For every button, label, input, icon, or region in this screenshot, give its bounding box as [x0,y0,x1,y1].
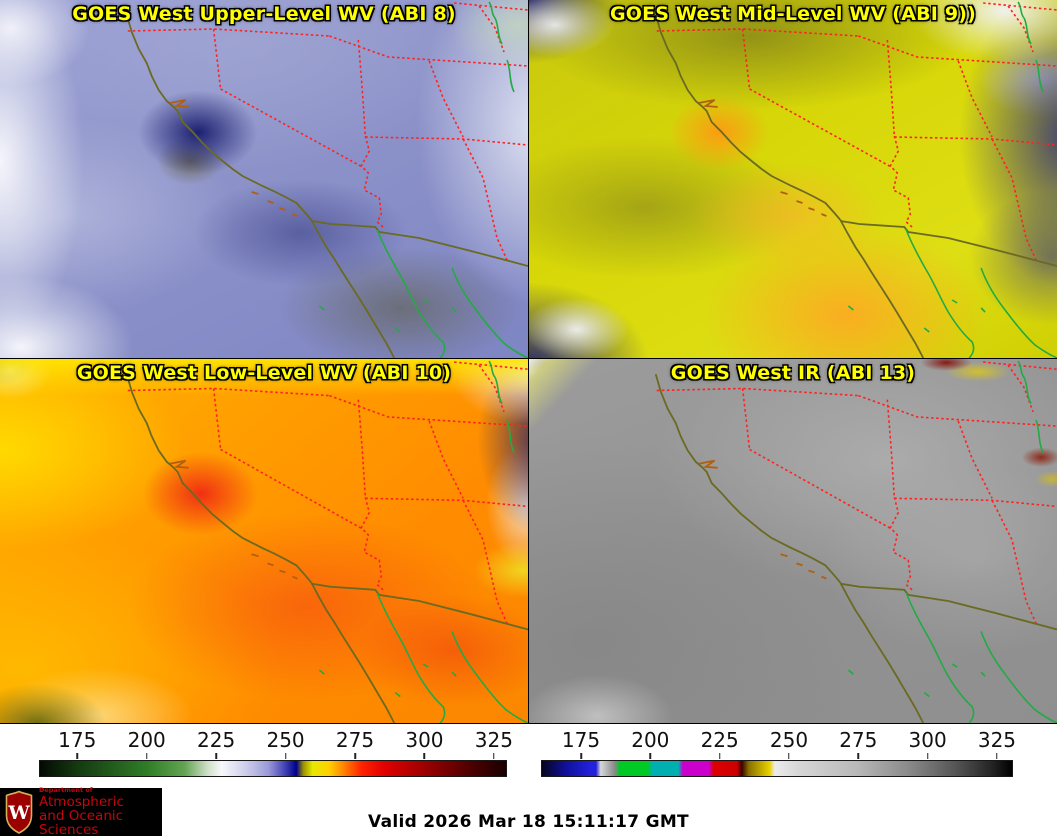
colorbar-tick-label: 325 [474,728,513,752]
colorbar-tick-label: 175 [58,728,97,752]
colorbar-tick-mark [857,753,860,759]
colorbar-row: 175 200 225 250 275 300 325 175 200 225 250 275 300… [0,724,1057,786]
colorbar-tick-label: 325 [977,728,1017,752]
colorbar-tick-mark [649,753,652,759]
logo-text: Department of Atmospheric and Oceanic Sc… [39,787,162,836]
logo-dept-line1: Atmospheric [39,793,124,810]
colorbar-tick-label: 225 [700,728,739,752]
panel-mid-level-wv: GOES West Mid-Level WV (ABI 9)) [529,0,1057,358]
colorbar-tick-mark [215,753,217,759]
logo-dept-line2: and Oceanic Sciences [39,807,124,836]
valid-time-label: Valid 2026 Mar 18 15:11:17 GMT [368,812,689,832]
ir-colorbar: 175 200 225 250 275 300 325 [541,724,1016,786]
colorbar-tick-mark [493,753,495,759]
colorbar-tick-mark [580,753,582,759]
colorbar-tick-label: 200 [127,728,166,752]
panel-title-abi9: GOES West Mid-Level WV (ABI 9)) [609,3,977,25]
colorbar-tick-label: 175 [561,728,601,752]
ir-colorbar-gradient [541,760,1013,777]
colorbar-tick-label: 250 [266,728,305,752]
panel-upper-level-wv: GOES West Upper-Level WV (ABI 8) [0,0,528,358]
wv-colorbar-gradient [39,760,507,777]
map-overlay [125,1,528,358]
panel-title-abi8: GOES West Upper-Level WV (ABI 8) [72,3,456,25]
logo-dept-prefix: Department of [39,785,93,794]
colorbar-tick-mark [145,753,148,759]
panel-title-abi13: GOES West IR (ABI 13) [670,362,916,384]
colorbar-tick-label: 275 [335,728,375,752]
colorbar-tick-mark [284,753,287,759]
satellite-panel-grid: GOES West Upper-Level WV (ABI 8) GOES We… [0,0,1057,724]
colorbar-tick-mark [996,753,998,759]
panel-ir: GOES West IR (ABI 13) [529,359,1057,723]
colorbar-tick-label: 225 [197,728,236,752]
colorbar-tick-mark [423,753,426,759]
colorbar-tick-mark [926,753,929,759]
colorbar-tick-mark [788,753,790,759]
svg-text:W: W [7,802,30,824]
map-overlay [125,360,528,723]
wv-colorbar: 175 200 225 250 275 300 325 [39,724,513,786]
colorbar-tick-mark [354,753,356,759]
colorbar-tick-mark [76,753,79,759]
colorbar-tick-label: 200 [631,728,670,752]
panel-title-abi10: GOES West Low-Level WV (ABI 10) [76,362,452,384]
colorbar-tick-label: 250 [769,728,809,752]
colorbar-tick-mark [718,753,721,759]
uw-aos-logo: W Department of Atmospheric and Oceanic … [0,787,162,836]
colorbar-tick-label: 300 [405,728,444,752]
map-overlay [654,360,1057,723]
colorbar-tick-label: 275 [839,728,878,752]
map-overlay [654,1,1057,358]
uw-crest-icon: W [5,790,33,834]
footer: W Department of Atmospheric and Oceanic … [0,786,1057,836]
colorbar-tick-label: 300 [908,728,947,752]
panel-low-level-wv: GOES West Low-Level WV (ABI 10) [0,359,528,723]
